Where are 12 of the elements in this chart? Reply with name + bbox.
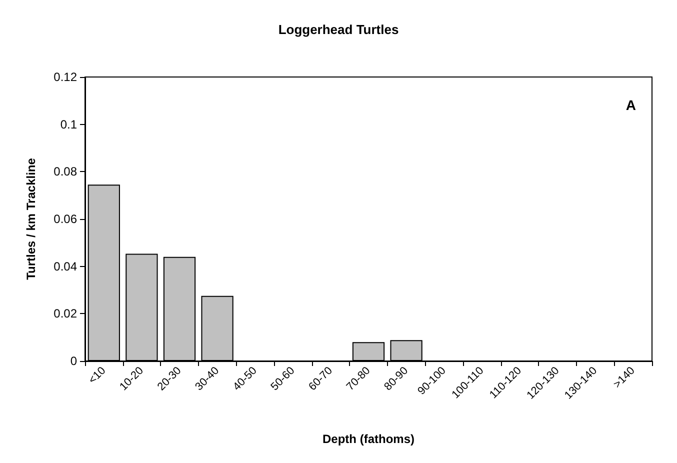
chart-title: Loggerhead Turtles [278, 22, 399, 37]
y-tick-label: 0.02 [54, 306, 78, 321]
y-tick-label: 0.04 [54, 259, 78, 274]
y-tick-label: 0 [70, 354, 78, 368]
x-axis-title: Depth (fathoms) [322, 432, 414, 446]
y-tick-label: 0.08 [54, 164, 78, 179]
y-tick-label: 0.12 [54, 70, 78, 84]
y-tick-label: 0.06 [54, 212, 78, 226]
x-tick-label: <10 [86, 364, 108, 386]
y-tick-label: 0.1 [60, 117, 78, 132]
y-axis-title: Turtles / km Trackline [24, 158, 38, 280]
annotation: A [626, 97, 636, 113]
